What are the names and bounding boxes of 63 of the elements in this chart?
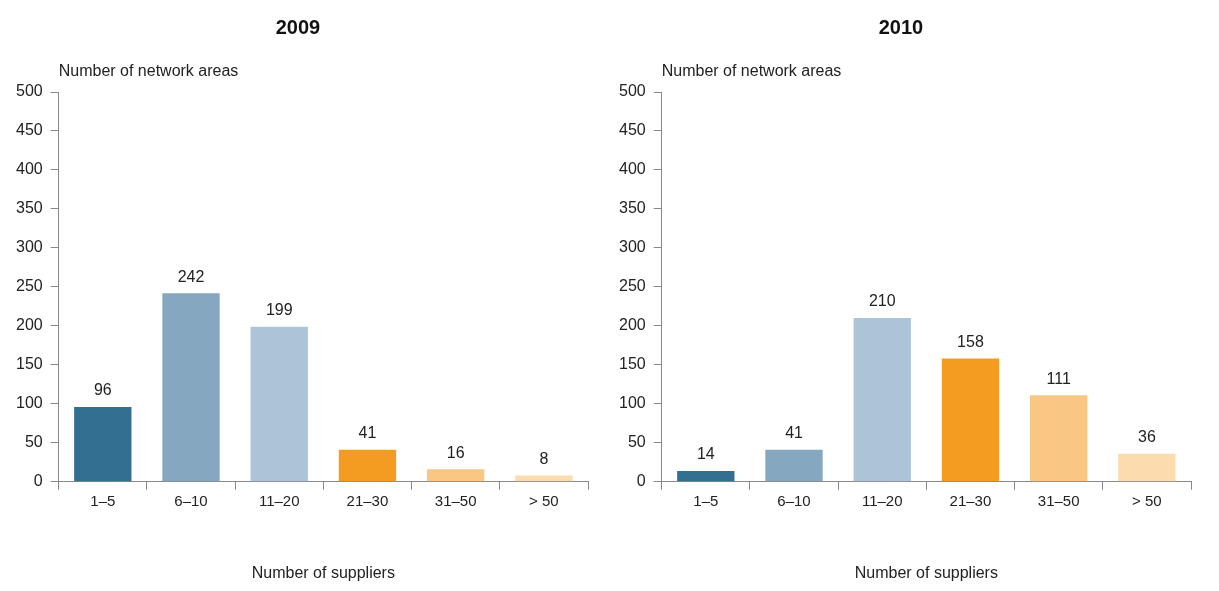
y-tick-label: 200 bbox=[15, 316, 43, 334]
y-tick-label: 400 bbox=[15, 160, 43, 178]
bar bbox=[162, 293, 220, 482]
x-tick-label: 21–30 bbox=[346, 491, 389, 509]
y-tick-label: 450 bbox=[15, 121, 43, 139]
bar bbox=[765, 449, 823, 482]
data-label: 16 bbox=[446, 443, 465, 461]
y-tick-label: 500 bbox=[15, 82, 43, 100]
x-tick-label: 31–50 bbox=[434, 491, 477, 509]
x-tick-label: > 50 bbox=[1132, 491, 1162, 509]
x-tick-label: 21–30 bbox=[949, 491, 992, 509]
bar bbox=[74, 406, 132, 482]
data-label: 8 bbox=[539, 449, 549, 467]
y-tick-label: 0 bbox=[33, 472, 43, 490]
y-tick-label: 300 bbox=[618, 238, 646, 256]
bar bbox=[941, 358, 1000, 482]
y-tick-label: 350 bbox=[618, 199, 646, 217]
y-tick-label: 300 bbox=[15, 238, 43, 256]
x-tick-label: 6–10 bbox=[174, 491, 208, 509]
data-label: 111 bbox=[1046, 369, 1071, 387]
data-label: 14 bbox=[696, 445, 715, 463]
bar bbox=[1118, 453, 1176, 482]
x-tick-label: 1–5 bbox=[90, 491, 116, 509]
data-label: 158 bbox=[957, 333, 984, 351]
chart-title: 2009 bbox=[275, 15, 321, 38]
x-tick-label: 11–20 bbox=[861, 491, 903, 509]
x-tick-label: > 50 bbox=[529, 491, 559, 509]
x-tick-label: 11–20 bbox=[258, 491, 300, 509]
y-tick-label: 250 bbox=[15, 277, 43, 295]
y-tick-label: 500 bbox=[618, 82, 646, 100]
bar bbox=[853, 318, 911, 482]
chart-title: 2010 bbox=[878, 15, 924, 38]
x-tick-label: 1–5 bbox=[693, 491, 719, 509]
y-tick-label: 250 bbox=[618, 277, 646, 295]
y-tick-label: 150 bbox=[618, 355, 646, 373]
y-tick-label: 100 bbox=[618, 394, 646, 412]
data-label: 41 bbox=[358, 424, 377, 442]
y-axis-title: Number of network areas bbox=[661, 62, 842, 80]
bar bbox=[338, 449, 397, 482]
bar bbox=[427, 469, 485, 482]
x-axis-title: Number of suppliers bbox=[854, 563, 998, 581]
y-tick-label: 100 bbox=[15, 394, 43, 412]
bar bbox=[250, 326, 308, 482]
y-tick-label: 200 bbox=[618, 316, 646, 334]
data-label: 199 bbox=[265, 301, 293, 319]
y-tick-label: 50 bbox=[24, 433, 43, 451]
data-label: 242 bbox=[177, 267, 205, 285]
bar bbox=[1030, 395, 1088, 482]
y-tick-label: 350 bbox=[15, 199, 43, 217]
y-tick-label: 150 bbox=[15, 355, 43, 373]
data-label: 96 bbox=[93, 381, 112, 399]
data-label: 36 bbox=[1137, 428, 1156, 446]
data-label: 210 bbox=[868, 292, 896, 310]
x-tick-label: 31–50 bbox=[1037, 491, 1080, 509]
y-tick-label: 400 bbox=[618, 160, 646, 178]
bar bbox=[677, 470, 735, 482]
y-tick-label: 50 bbox=[627, 433, 646, 451]
y-tick-label: 0 bbox=[636, 472, 646, 490]
x-tick-label: 6–10 bbox=[777, 491, 811, 509]
y-axis-title: Number of network areas bbox=[58, 62, 239, 80]
x-axis-title: Number of suppliers bbox=[251, 563, 395, 581]
y-tick-label: 450 bbox=[618, 121, 646, 139]
data-label: 41 bbox=[785, 424, 804, 442]
